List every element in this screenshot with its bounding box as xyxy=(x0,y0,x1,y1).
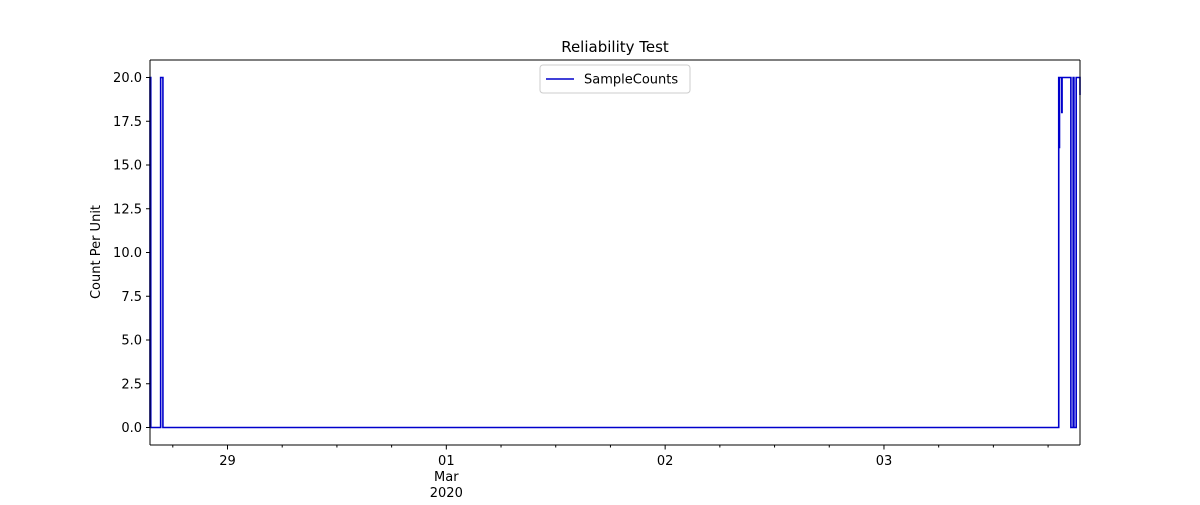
x-tick-label: Mar xyxy=(434,470,459,485)
plot-area xyxy=(149,76,1081,429)
x-tick-label: 2020 xyxy=(430,486,463,500)
chart-title: Reliability Test xyxy=(561,38,669,56)
legend: SampleCounts xyxy=(539,64,691,94)
y-tick-label: 15.0 xyxy=(113,159,142,174)
y-tick-label: 10.0 xyxy=(113,246,142,261)
y-tick-label: 7.5 xyxy=(121,290,142,305)
series-line-0 xyxy=(149,76,1081,429)
legend-box xyxy=(539,64,691,94)
y-tick-label: 12.5 xyxy=(113,202,142,217)
y-tick-label: 2.5 xyxy=(121,377,142,392)
x-tick-label: 01 xyxy=(438,454,455,469)
y-tick-label: 0.0 xyxy=(121,421,142,436)
x-tick-label: 02 xyxy=(657,454,674,469)
y-tick-label: 5.0 xyxy=(121,334,142,349)
axes: 0.0 2.5 5.0 7.5 10.0 12.5 15.0 17.5 20.0 29 01Mar2… xyxy=(113,59,1081,501)
y-tick-label: 20.0 xyxy=(113,71,142,86)
x-tick-label: 29 xyxy=(219,454,236,469)
y-axis-label: Count Per Unit xyxy=(89,205,104,299)
legend-label: SampleCounts xyxy=(584,73,678,88)
y-tick-label: 17.5 xyxy=(113,115,142,130)
x-tick-label: 03 xyxy=(876,454,893,469)
